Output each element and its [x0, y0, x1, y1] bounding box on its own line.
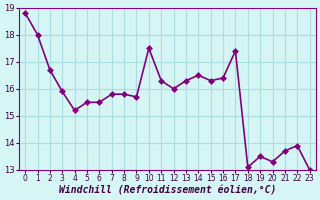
X-axis label: Windchill (Refroidissement éolien,°C): Windchill (Refroidissement éolien,°C): [59, 186, 276, 196]
